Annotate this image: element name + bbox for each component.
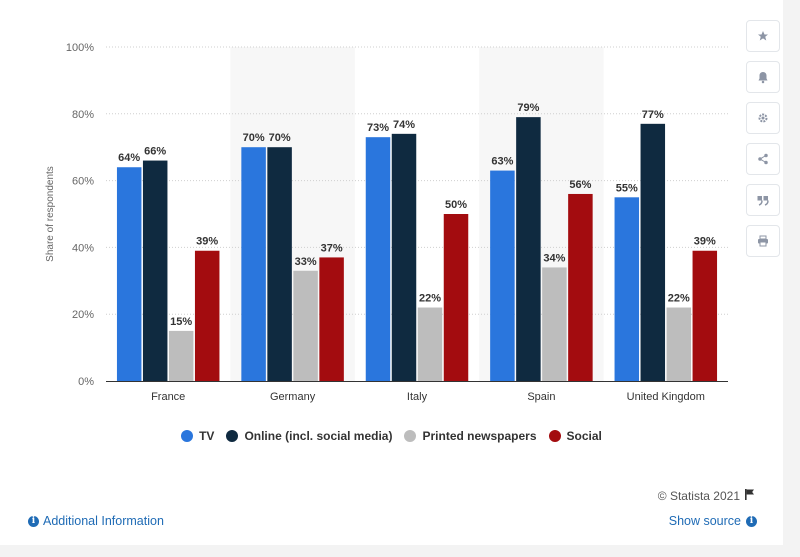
data-label: 64% <box>118 152 140 164</box>
data-label: 73% <box>367 122 389 134</box>
legend-item[interactable]: Printed newspapers <box>404 429 537 443</box>
info-icon: i <box>28 515 39 527</box>
additional-information-label: Additional Information <box>43 514 164 528</box>
bar <box>319 257 344 381</box>
data-label: 22% <box>419 293 441 305</box>
y-tick-label: 40% <box>72 242 94 254</box>
bar <box>666 307 692 381</box>
data-label: 55% <box>616 182 638 194</box>
bell-icon <box>757 71 769 84</box>
legend-swatch <box>181 430 194 442</box>
share-icon <box>757 153 769 165</box>
print-button[interactable] <box>746 225 780 257</box>
show-source-link[interactable]: Show source i <box>669 514 757 528</box>
x-tick-label: United Kingdom <box>627 391 705 403</box>
share-button[interactable] <box>746 143 780 175</box>
data-label: 79% <box>517 102 539 114</box>
data-label: 15% <box>170 316 192 328</box>
bar <box>293 270 318 381</box>
bar <box>443 214 469 381</box>
data-label: 37% <box>321 242 343 254</box>
bar <box>516 117 541 381</box>
legend-label: Social <box>566 429 602 443</box>
legend-item[interactable]: Social <box>548 429 602 443</box>
flag-icon <box>745 489 755 503</box>
data-label: 50% <box>445 199 467 211</box>
bar <box>365 137 391 381</box>
legend-label: Online (incl. social media) <box>244 429 393 443</box>
cite-button[interactable] <box>746 184 780 216</box>
statista-credit[interactable]: © Statista 2021 <box>658 489 755 503</box>
bar <box>490 170 515 381</box>
y-axis-label: Share of respondents <box>45 166 56 262</box>
show-source-label: Show source <box>668 514 741 528</box>
bar <box>142 160 168 381</box>
y-tick-label: 0% <box>78 376 94 388</box>
bar <box>542 267 567 381</box>
y-tick-label: 100% <box>66 42 94 54</box>
star-icon <box>757 30 769 42</box>
bar <box>168 330 194 381</box>
data-label: 66% <box>144 146 166 158</box>
bar <box>267 147 292 381</box>
legend-swatch <box>404 430 417 442</box>
legend-label: TV <box>199 429 215 443</box>
legend-item[interactable]: TV <box>181 429 214 443</box>
data-label: 63% <box>491 156 513 168</box>
data-label: 70% <box>269 132 291 144</box>
data-label: 70% <box>243 132 265 144</box>
data-label: 34% <box>543 252 565 264</box>
bar <box>640 123 666 381</box>
bar <box>194 250 220 381</box>
data-label: 33% <box>295 256 317 268</box>
quote-icon <box>757 195 769 206</box>
data-label: 39% <box>196 236 218 248</box>
data-label: 56% <box>569 179 591 191</box>
info-icon: i <box>746 515 757 527</box>
bar-chart: 0% 20% 40% 60% 80% 100% Share of respondents 64… <box>45 42 728 403</box>
data-label: 74% <box>393 119 415 131</box>
data-label: 22% <box>668 293 690 305</box>
y-tick-label: 60% <box>72 176 94 188</box>
favorite-button[interactable] <box>746 20 780 52</box>
bar <box>241 147 266 381</box>
legend-label: Printed newspapers <box>422 429 537 443</box>
y-tick-label: 20% <box>72 309 94 321</box>
gear-icon <box>757 112 769 124</box>
x-tick-label: Spain <box>527 391 555 403</box>
x-tick-label: Italy <box>407 391 428 403</box>
bar <box>692 250 718 381</box>
chart-card: 0% 20% 40% 60% 80% 100% Share of respondents 64… <box>0 0 783 545</box>
legend-swatch <box>548 430 561 442</box>
credit-text: © Statista 2021 <box>657 489 740 503</box>
data-label: 77% <box>642 109 664 121</box>
bar <box>614 197 640 381</box>
bar <box>116 167 142 381</box>
notification-button[interactable] <box>746 61 780 93</box>
x-tick-label: Germany <box>270 391 316 403</box>
print-icon <box>757 235 769 247</box>
additional-information-link[interactable]: i Additional Information <box>28 514 164 528</box>
bar <box>568 193 593 381</box>
tool-sidebar <box>746 20 780 266</box>
chart-legend: TV Online (incl. social media) Printed new… <box>0 429 783 445</box>
bar <box>391 133 417 381</box>
x-tick-label: France <box>151 391 185 403</box>
y-tick-label: 80% <box>72 109 94 121</box>
legend-item[interactable]: Online (incl. social media) <box>226 429 392 443</box>
legend-swatch <box>226 430 239 442</box>
bar <box>417 307 443 381</box>
settings-button[interactable] <box>746 102 780 134</box>
data-label: 39% <box>694 236 716 248</box>
